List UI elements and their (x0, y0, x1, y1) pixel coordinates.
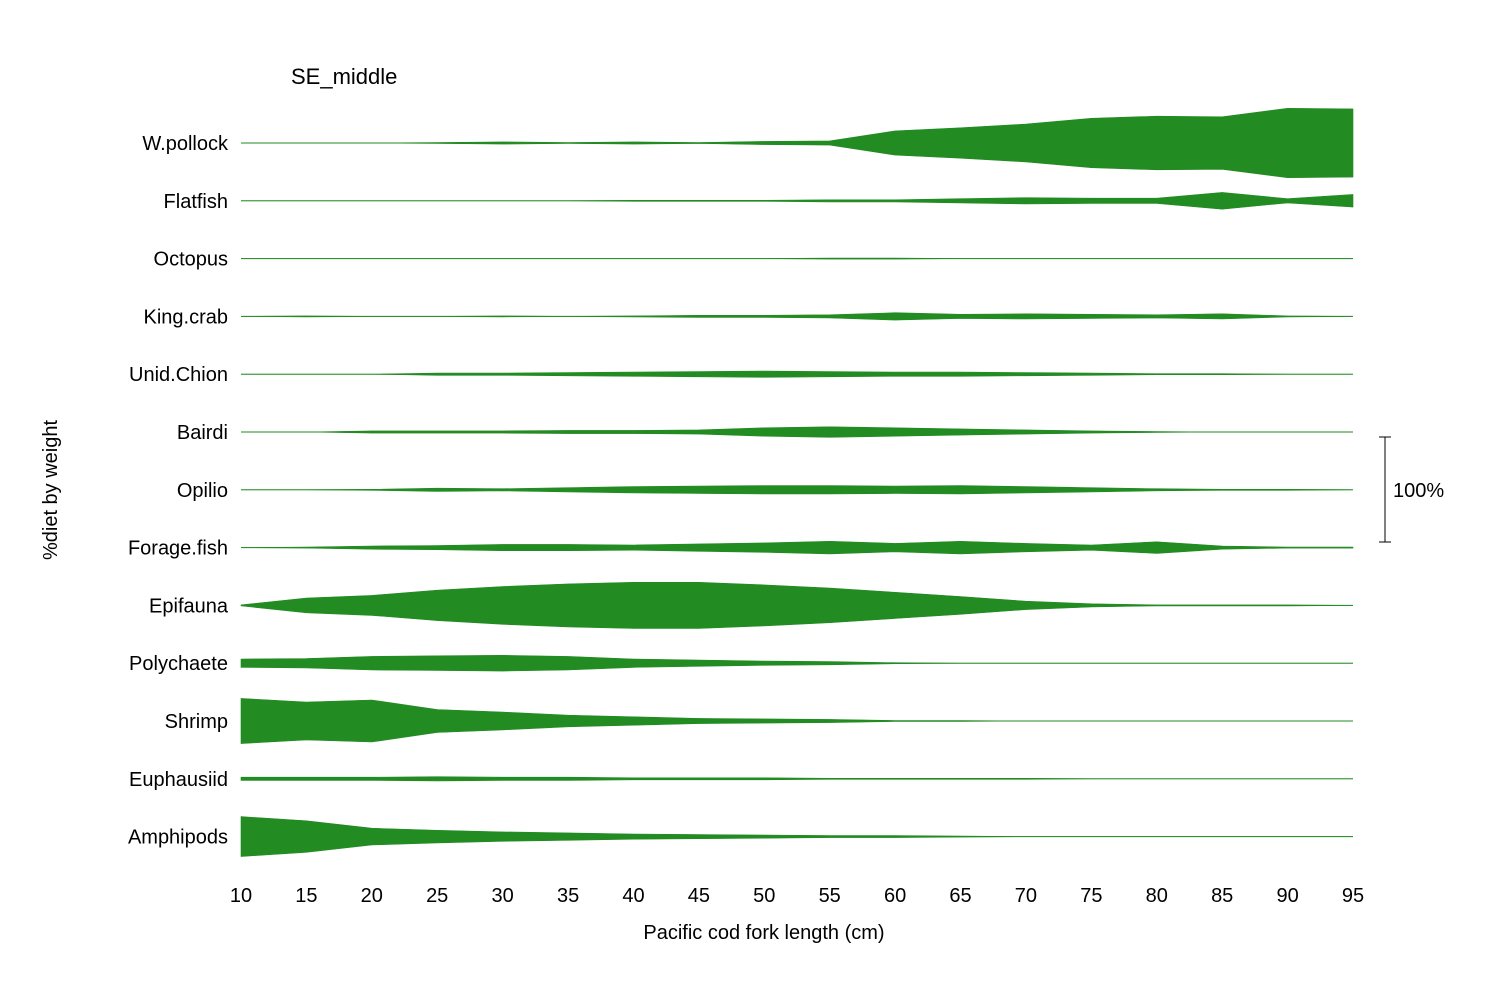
scale-bar-label: 100% (1393, 480, 1444, 502)
kite-series-group (240, 107, 1354, 857)
y-axis-title: %diet by weight (40, 420, 62, 561)
kite-unid-chion (241, 370, 1353, 378)
category-labels: W.pollock Flatfish Octopus King.crab Unid.Ch… (128, 133, 229, 849)
category-label-bairdi: Bairdi (177, 422, 228, 444)
x-tick-label: 55 (819, 885, 841, 907)
x-tick-label: 10 (230, 885, 252, 907)
kite-forage-fish (240, 540, 1354, 555)
kite-amphipods (240, 816, 1353, 857)
category-label-octopus: Octopus (154, 249, 228, 271)
x-tick-label: 85 (1211, 885, 1233, 907)
x-tick-label: 20 (361, 885, 383, 907)
category-label-w-pollock: W.pollock (142, 133, 229, 155)
x-tick-label: 30 (491, 885, 513, 907)
category-label-amphipods: Amphipods (128, 827, 228, 849)
category-label-flatfish: Flatfish (164, 191, 228, 213)
x-tick-label: 25 (426, 885, 448, 907)
kite-octopus (241, 257, 1353, 260)
category-label-opilio: Opilio (177, 480, 228, 502)
category-label-shrimp: Shrimp (165, 711, 228, 733)
category-label-polychaete: Polychaete (129, 653, 228, 675)
category-label-forage-fish: Forage.fish (128, 538, 228, 560)
category-label-epifauna: Epifauna (149, 595, 229, 617)
category-label-king-crab: King.crab (144, 306, 229, 328)
x-tick-label: 75 (1080, 885, 1102, 907)
kite-polychaete (240, 654, 1353, 672)
x-tick-label: 40 (622, 885, 644, 907)
chart-title: SE_middle (291, 64, 397, 89)
x-tick-label: 80 (1146, 885, 1168, 907)
kite-shrimp (240, 698, 1353, 744)
x-tick-label: 35 (557, 885, 579, 907)
x-tick-label: 15 (295, 885, 317, 907)
kite-euphausiid (240, 776, 1353, 782)
category-label-euphausiid: Euphausiid (129, 769, 228, 791)
x-tick-labels: 10 15 20 25 30 35 40 45 50 55 60 65 70 75 80 85 90 95 (230, 885, 1364, 907)
x-tick-label: 70 (1015, 885, 1037, 907)
kite-flatfish (241, 192, 1354, 210)
kite-king-crab (240, 312, 1354, 321)
x-axis-title: Pacific cod fork length (cm) (643, 922, 884, 944)
kite-epifauna (240, 581, 1354, 629)
kite-opilio (241, 485, 1354, 495)
x-tick-label: 50 (753, 885, 775, 907)
category-label-unid-chion: Unid.Chion (129, 364, 228, 386)
x-tick-label: 65 (949, 885, 971, 907)
x-tick-label: 90 (1276, 885, 1298, 907)
kite-w-pollock (241, 107, 1354, 179)
x-tick-label: 95 (1342, 885, 1364, 907)
scale-bar: 100% (1379, 436, 1444, 543)
x-tick-label: 60 (884, 885, 906, 907)
kite-bairdi (241, 426, 1353, 438)
x-tick-label: 45 (688, 885, 710, 907)
